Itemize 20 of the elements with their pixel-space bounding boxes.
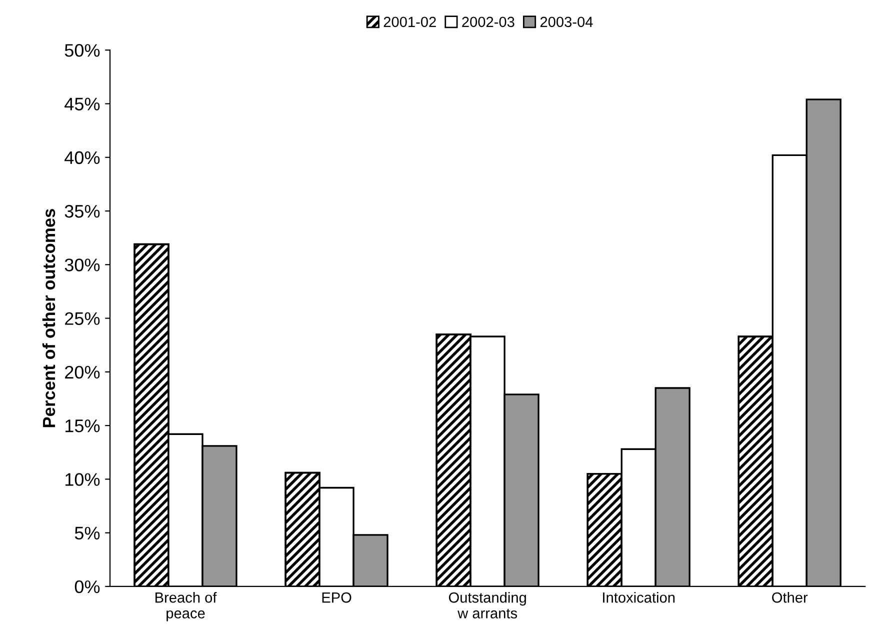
x-tick-label: Intoxication bbox=[603, 592, 675, 603]
y-tick-label: 40% bbox=[64, 151, 100, 164]
legend-label: 2001-02 bbox=[384, 16, 436, 28]
y-tick-label: 15% bbox=[66, 420, 100, 432]
y-axis-title: Percent of other outcomes bbox=[42, 209, 56, 428]
x-tick-label: Breach of peace bbox=[156, 592, 217, 622]
y-tick-label: 30% bbox=[64, 258, 100, 272]
y-tick-label: 50% bbox=[64, 44, 100, 57]
x-tick-label: EPO bbox=[322, 592, 352, 603]
y-tick-label: 25% bbox=[65, 312, 100, 325]
x-tick-label: Outstanding w arrants bbox=[448, 592, 526, 618]
y-tick-label: 20% bbox=[65, 366, 100, 379]
y-tick-label: 0% bbox=[74, 580, 100, 594]
legend-label: 2002-03 bbox=[462, 16, 514, 28]
x-tick-label: Other bbox=[772, 592, 808, 603]
y-tick-label: 45% bbox=[64, 98, 100, 110]
y-tick-label: 35% bbox=[64, 204, 100, 218]
legend-label: 2003-04 bbox=[540, 16, 593, 28]
y-tick-label: 10% bbox=[66, 473, 100, 486]
y-tick-label: 5% bbox=[74, 526, 100, 540]
